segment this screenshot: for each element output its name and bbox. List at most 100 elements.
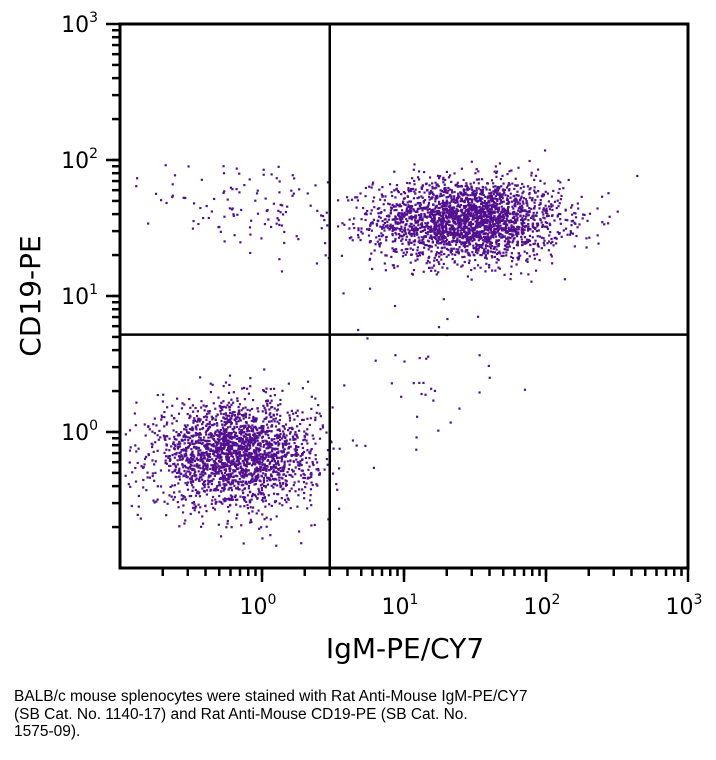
data-point — [288, 427, 291, 430]
data-point — [526, 260, 529, 263]
data-point — [284, 482, 288, 485]
data-point — [408, 230, 411, 233]
data-point — [469, 214, 472, 218]
data-point — [156, 498, 159, 501]
data-point — [316, 461, 319, 464]
data-point — [396, 217, 399, 221]
data-point — [337, 467, 341, 470]
data-point — [388, 183, 392, 186]
data-point — [198, 491, 201, 494]
data-point — [241, 489, 244, 492]
data-point — [289, 445, 292, 448]
data-point — [229, 472, 233, 476]
data-point — [194, 478, 197, 481]
data-point — [490, 234, 493, 237]
data-point — [438, 227, 441, 230]
data-point — [219, 484, 222, 487]
data-point — [336, 488, 339, 491]
data-point — [490, 196, 493, 200]
data-point — [515, 200, 518, 203]
data-point — [190, 448, 193, 451]
data-point — [241, 425, 245, 428]
data-point — [371, 222, 374, 225]
data-point — [181, 449, 184, 452]
data-point — [413, 243, 416, 246]
data-point — [396, 265, 399, 268]
data-point — [272, 471, 275, 474]
data-point — [450, 189, 453, 192]
data-point — [272, 202, 276, 205]
data-point — [461, 208, 464, 211]
data-point — [255, 417, 258, 420]
data-point — [381, 220, 384, 223]
data-point — [508, 240, 511, 243]
data-point — [359, 239, 362, 242]
series-cd19-igm-cluster — [277, 149, 639, 308]
data-point — [269, 225, 273, 229]
data-point — [227, 441, 230, 444]
data-point — [195, 446, 199, 449]
data-point — [383, 262, 386, 265]
data-point — [261, 458, 264, 461]
data-point — [464, 221, 467, 224]
data-point — [459, 192, 462, 195]
data-point — [201, 427, 204, 430]
data-point — [254, 436, 257, 439]
data-point — [450, 207, 453, 210]
data-point — [240, 447, 243, 450]
data-point — [480, 214, 483, 217]
data-point — [242, 469, 246, 472]
data-point — [488, 224, 491, 227]
data-point — [515, 198, 518, 201]
data-point — [452, 206, 455, 209]
data-point — [380, 227, 384, 230]
data-point — [523, 222, 526, 225]
data-point — [491, 223, 495, 226]
data-point — [406, 247, 409, 251]
data-point — [418, 190, 421, 194]
data-point — [305, 461, 308, 464]
data-point — [241, 459, 244, 463]
data-point — [452, 215, 455, 218]
data-point — [232, 213, 235, 216]
data-point — [227, 391, 231, 394]
data-point — [238, 411, 241, 414]
data-point — [245, 500, 248, 503]
data-point — [546, 225, 549, 229]
data-point — [545, 210, 548, 213]
data-point — [465, 249, 468, 252]
data-point — [280, 458, 284, 461]
data-point — [542, 241, 545, 245]
data-point — [201, 478, 204, 481]
data-point — [267, 218, 270, 221]
data-point — [421, 209, 424, 212]
data-point — [433, 225, 436, 228]
data-point — [243, 430, 246, 434]
data-point — [231, 482, 235, 485]
data-point — [264, 391, 267, 394]
data-point — [223, 190, 226, 193]
data-point — [177, 442, 181, 446]
data-point — [246, 507, 250, 510]
data-point — [505, 237, 508, 240]
data-point — [517, 166, 520, 169]
data-point — [264, 467, 267, 470]
data-point — [211, 383, 214, 386]
data-point — [244, 464, 247, 468]
data-point — [499, 199, 503, 202]
data-point — [306, 433, 309, 436]
data-point — [310, 481, 313, 484]
data-point — [262, 404, 265, 407]
data-point — [167, 455, 170, 458]
data-point — [255, 466, 258, 470]
data-point — [268, 477, 271, 480]
data-point — [516, 213, 520, 216]
data-point — [441, 237, 444, 240]
data-point — [538, 207, 541, 210]
data-point — [433, 259, 436, 262]
data-point — [213, 472, 216, 475]
data-point — [264, 417, 268, 420]
data-point — [477, 221, 481, 224]
data-point — [198, 464, 201, 467]
data-point — [482, 193, 485, 197]
